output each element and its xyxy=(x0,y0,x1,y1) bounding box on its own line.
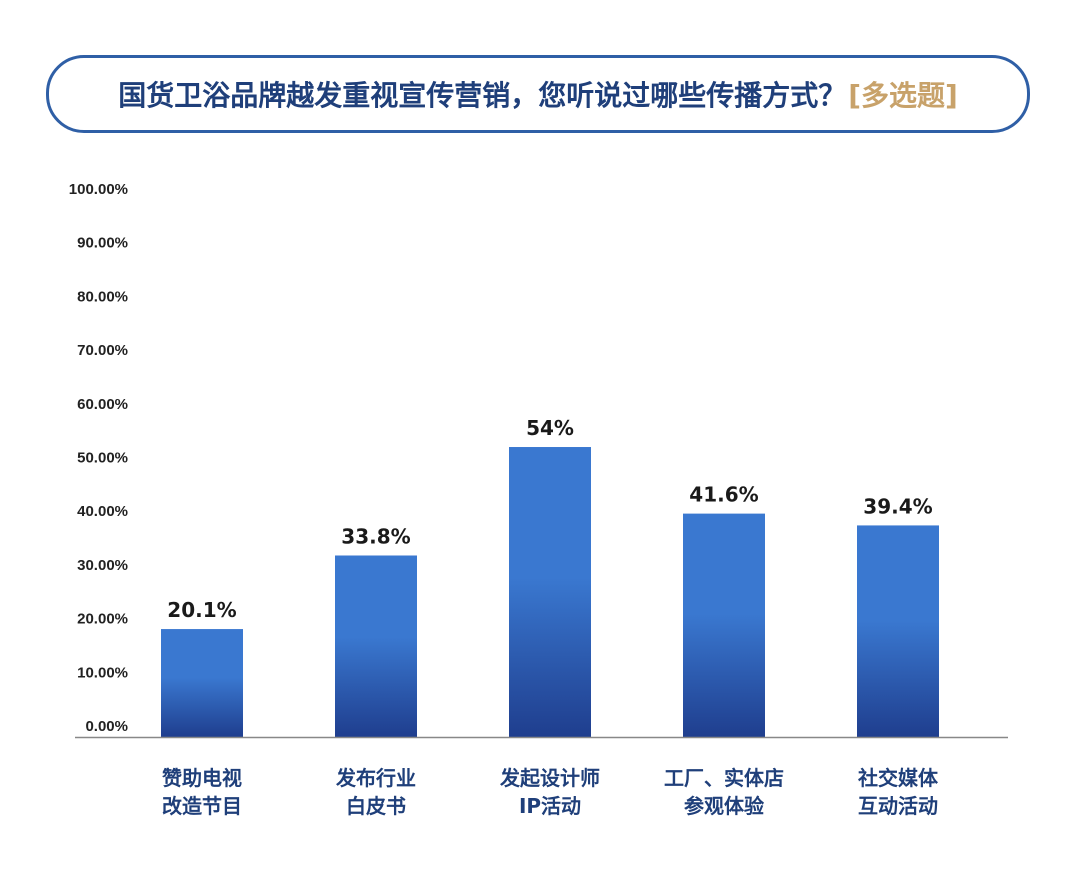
x-tick-label: IP活动 xyxy=(519,794,581,818)
y-tick-label: 90.00% xyxy=(77,235,128,252)
y-axis: 0.00% 10.00% 20.00% 30.00% 40.00% 50.00% 60.00… xyxy=(69,181,128,735)
bar xyxy=(335,555,417,737)
y-tick-label: 100.00% xyxy=(69,181,128,198)
multi-choice-tag: [多选题] xyxy=(848,79,958,112)
data-label: 54% xyxy=(526,416,574,440)
y-tick-label: 70.00% xyxy=(77,342,128,359)
bar xyxy=(161,629,243,737)
data-label: 39.4% xyxy=(863,494,932,518)
x-tick-label: 赞助电视 xyxy=(161,766,242,790)
y-tick-label: 40.00% xyxy=(77,503,128,520)
y-tick-label: 10.00% xyxy=(77,664,128,681)
bar xyxy=(509,447,591,737)
chart-title-box: 国货卫浴品牌越发重视宣传营销，您听说过哪些传播方式？ [多选题] xyxy=(46,55,1030,133)
y-tick-label: 20.00% xyxy=(77,611,128,628)
y-tick-label: 30.00% xyxy=(77,557,128,574)
x-tick-label: 发布行业 xyxy=(335,766,416,790)
y-tick-label: 0.00% xyxy=(85,718,128,735)
x-tick-label: 社交媒体 xyxy=(857,766,939,790)
bars: 20.1% 33.8% 54% 41.6% 39.4% xyxy=(161,416,939,737)
x-tick-label: 白皮书 xyxy=(346,794,406,818)
y-tick-label: 50.00% xyxy=(77,449,128,466)
y-tick-label: 60.00% xyxy=(77,396,128,413)
x-tick-label: 互动活动 xyxy=(858,794,938,818)
chart-title: 国货卫浴品牌越发重视宣传营销，您听说过哪些传播方式？ xyxy=(118,79,847,112)
data-label: 33.8% xyxy=(341,524,410,548)
x-tick-label: 发起设计师 xyxy=(499,766,600,790)
data-label: 41.6% xyxy=(689,483,758,507)
data-label: 20.1% xyxy=(167,598,236,622)
y-tick-label: 80.00% xyxy=(77,288,128,305)
x-tick-label: 工厂、实体店 xyxy=(664,766,784,790)
x-tick-label: 参观体验 xyxy=(684,794,764,818)
x-tick-label: 改造节目 xyxy=(162,794,242,818)
bar xyxy=(683,513,765,737)
bar xyxy=(857,525,939,737)
